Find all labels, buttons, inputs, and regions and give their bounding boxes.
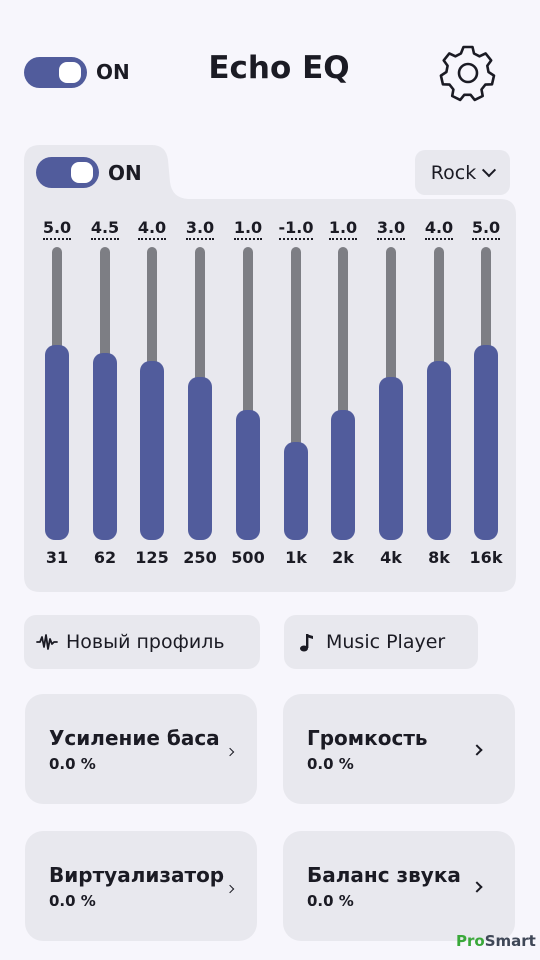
watermark-logo: ProSmart: [456, 932, 536, 950]
eq-slider-track[interactable]: [243, 247, 253, 527]
eq-band-frequency: 62: [93, 548, 117, 567]
eq-band-gain: 4.0: [128, 218, 176, 240]
eq-band-frequency: 500: [231, 548, 265, 567]
eq-band-gain: 3.0: [367, 218, 415, 240]
eq-band-frequency: 2k: [332, 548, 354, 567]
eq-band-2k[interactable]: 1.0 2k: [319, 0, 367, 600]
volume-card[interactable]: Громкость 0.0 %: [283, 694, 515, 804]
eq-band-31[interactable]: 5.0 31: [33, 0, 81, 600]
eq-band-gain: 5.0: [33, 218, 81, 240]
eq-band-gain-value: 5.0: [471, 218, 501, 240]
app-title: Echo EQ: [208, 50, 350, 86]
chevron-right-icon: [225, 884, 235, 894]
eq-slider-fill[interactable]: [284, 442, 308, 540]
eq-band-16k[interactable]: 5.0 16k: [462, 0, 510, 600]
eq-toggle-label: ON: [108, 161, 142, 185]
music-player-button[interactable]: Music Player: [284, 615, 478, 669]
eq-band-gain: 4.5: [81, 218, 129, 240]
eq-band-gain-value: 1.0: [233, 218, 263, 240]
virtualizer-card[interactable]: Виртуализатор 0.0 %: [25, 831, 257, 941]
eq-band-8k[interactable]: 4.0 8k: [415, 0, 463, 600]
eq-band-gain-value: 5.0: [42, 218, 72, 240]
eq-slider-fill[interactable]: [427, 361, 451, 540]
sound-balance-card[interactable]: Баланс звука 0.0 %: [283, 831, 515, 941]
chevron-right-icon: [471, 744, 483, 756]
sound-balance-title: Баланс звука: [307, 863, 461, 887]
eq-slider-fill[interactable]: [474, 345, 498, 540]
eq-slider-fill[interactable]: [379, 377, 403, 540]
eq-slider-fill[interactable]: [331, 410, 355, 540]
eq-band-4k[interactable]: 3.0 4k: [367, 0, 415, 600]
eq-band-frequency: 8k: [428, 548, 450, 567]
eq-band-gain: -1.0: [272, 218, 320, 240]
eq-band-frequency: 31: [45, 548, 69, 567]
watermark-part1: Pro: [456, 932, 485, 950]
bass-boost-card[interactable]: Усиление баса 0.0 %: [25, 694, 257, 804]
chevron-right-icon: [471, 881, 483, 893]
eq-band-gain-value: 4.5: [90, 218, 120, 240]
master-toggle[interactable]: [24, 57, 87, 88]
eq-band-1k[interactable]: -1.0 1k: [272, 0, 320, 600]
bass-boost-title: Усиление баса: [49, 726, 220, 750]
eq-band-gain: 5.0: [462, 218, 510, 240]
music-note-icon: [300, 634, 313, 652]
preset-value: Rock: [430, 161, 477, 184]
eq-band-frequency: 1k: [285, 548, 307, 567]
waveform-icon: [36, 634, 58, 650]
eq-band-gain: 1.0: [224, 218, 272, 240]
watermark-part2: Smart: [484, 932, 536, 950]
music-player-label: Music Player: [326, 631, 446, 653]
volume-title: Громкость: [307, 726, 428, 750]
eq-band-gain-value: -1.0: [278, 218, 314, 240]
eq-slider-fill[interactable]: [236, 410, 260, 540]
eq-band-gain: 4.0: [415, 218, 463, 240]
eq-slider-fill[interactable]: [140, 361, 164, 540]
gear-icon: [439, 45, 496, 102]
eq-band-250[interactable]: 3.0 250: [176, 0, 224, 600]
new-profile-button[interactable]: Новый профиль: [24, 615, 260, 669]
virtualizer-title: Виртуализатор: [49, 863, 225, 887]
eq-band-frequency: 4k: [380, 548, 402, 567]
eq-band-gain: 3.0: [176, 218, 224, 240]
virtualizer-value: 0.0 %: [49, 892, 96, 910]
bass-boost-value: 0.0 %: [49, 755, 96, 773]
eq-toggle-knob: [71, 162, 93, 183]
eq-slider-track[interactable]: [338, 247, 348, 527]
eq-slider-fill[interactable]: [93, 353, 117, 540]
volume-value: 0.0 %: [307, 755, 354, 773]
settings-button[interactable]: [437, 42, 499, 104]
new-profile-label: Новый профиль: [66, 631, 225, 653]
eq-band-62[interactable]: 4.5 62: [81, 0, 129, 600]
eq-band-gain-value: 4.0: [137, 218, 167, 240]
chevron-right-icon: [225, 747, 235, 757]
eq-band-frequency: 125: [135, 548, 169, 567]
eq-band-gain: 1.0: [319, 218, 367, 240]
eq-slider-track[interactable]: [291, 247, 301, 527]
eq-band-gain-value: 3.0: [376, 218, 406, 240]
preset-dropdown[interactable]: Rock: [415, 150, 510, 195]
eq-band-gain-value: 1.0: [328, 218, 358, 240]
eq-band-125[interactable]: 4.0 125: [128, 0, 176, 600]
eq-band-gain-value: 3.0: [185, 218, 215, 240]
eq-band-gain-value: 4.0: [424, 218, 454, 240]
eq-toggle[interactable]: [36, 157, 99, 188]
eq-slider-fill[interactable]: [188, 377, 212, 540]
eq-band-frequency: 250: [183, 548, 217, 567]
sound-balance-value: 0.0 %: [307, 892, 354, 910]
master-toggle-label: ON: [96, 60, 130, 84]
eq-band-frequency: 16k: [469, 548, 503, 567]
eq-slider-fill[interactable]: [45, 345, 69, 540]
eq-band-500[interactable]: 1.0 500: [224, 0, 272, 600]
master-toggle-knob: [59, 62, 81, 83]
